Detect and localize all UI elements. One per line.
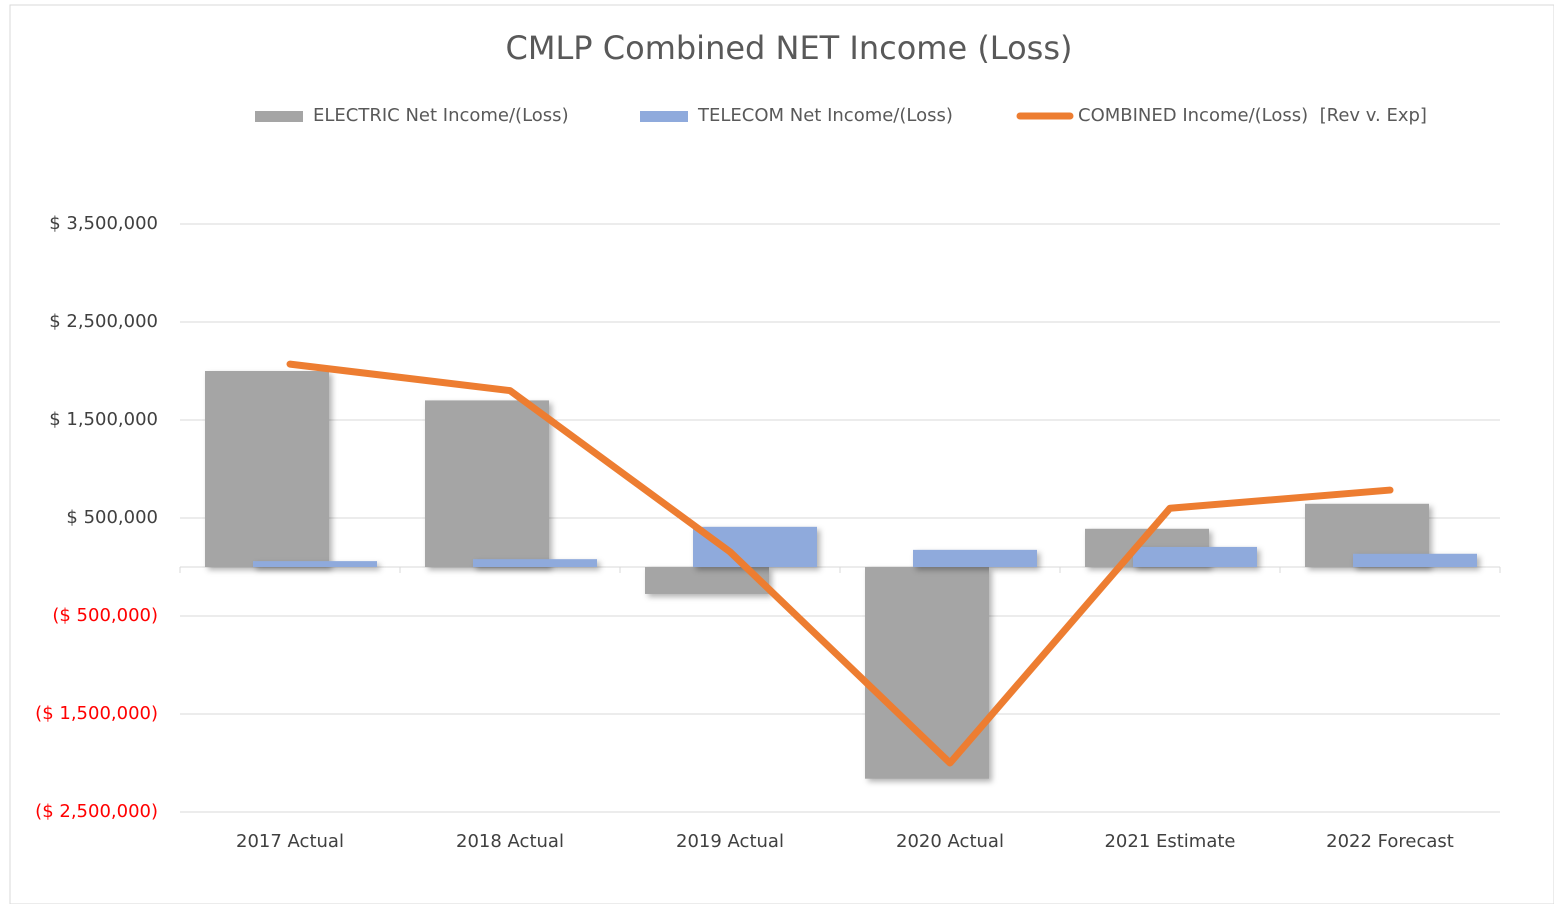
legend-label: ELECTRIC Net Income/(Loss) bbox=[313, 105, 569, 126]
chart-title: CMLP Combined NET Income (Loss) bbox=[506, 29, 1073, 67]
y-tick-label: $ 500,000 bbox=[66, 507, 158, 528]
x-tick-label: 2017 Actual bbox=[236, 831, 344, 852]
y-tick-label: $ 2,500,000 bbox=[49, 311, 158, 332]
bar bbox=[913, 549, 1037, 567]
legend-label: COMBINED Income/(Loss) [Rev v. Exp] bbox=[1078, 105, 1427, 126]
x-tick-label: 2021 Estimate bbox=[1104, 831, 1235, 852]
bar bbox=[205, 371, 329, 567]
bar bbox=[1353, 553, 1477, 567]
bar bbox=[253, 561, 377, 567]
legend-swatch bbox=[640, 111, 688, 122]
line bbox=[286, 360, 1394, 767]
x-tick-label: 2022 Forecast bbox=[1326, 831, 1454, 852]
x-tick-label: 2019 Actual bbox=[676, 831, 784, 852]
bar bbox=[693, 526, 817, 567]
y-tick-label: ($ 500,000) bbox=[52, 605, 158, 626]
legend-swatch bbox=[255, 111, 303, 122]
bar bbox=[473, 559, 597, 567]
legend-label: TELECOM Net Income/(Loss) bbox=[697, 105, 953, 126]
x-tick-label: 2020 Actual bbox=[896, 831, 1004, 852]
bar bbox=[865, 567, 989, 779]
y-tick-label: ($ 2,500,000) bbox=[35, 801, 158, 822]
bar bbox=[1133, 546, 1257, 567]
y-tick-label: $ 3,500,000 bbox=[49, 213, 158, 234]
y-tick-label: $ 1,500,000 bbox=[49, 409, 158, 430]
y-tick-label: ($ 1,500,000) bbox=[35, 703, 158, 724]
bar bbox=[425, 400, 549, 567]
x-tick-label: 2018 Actual bbox=[456, 831, 564, 852]
